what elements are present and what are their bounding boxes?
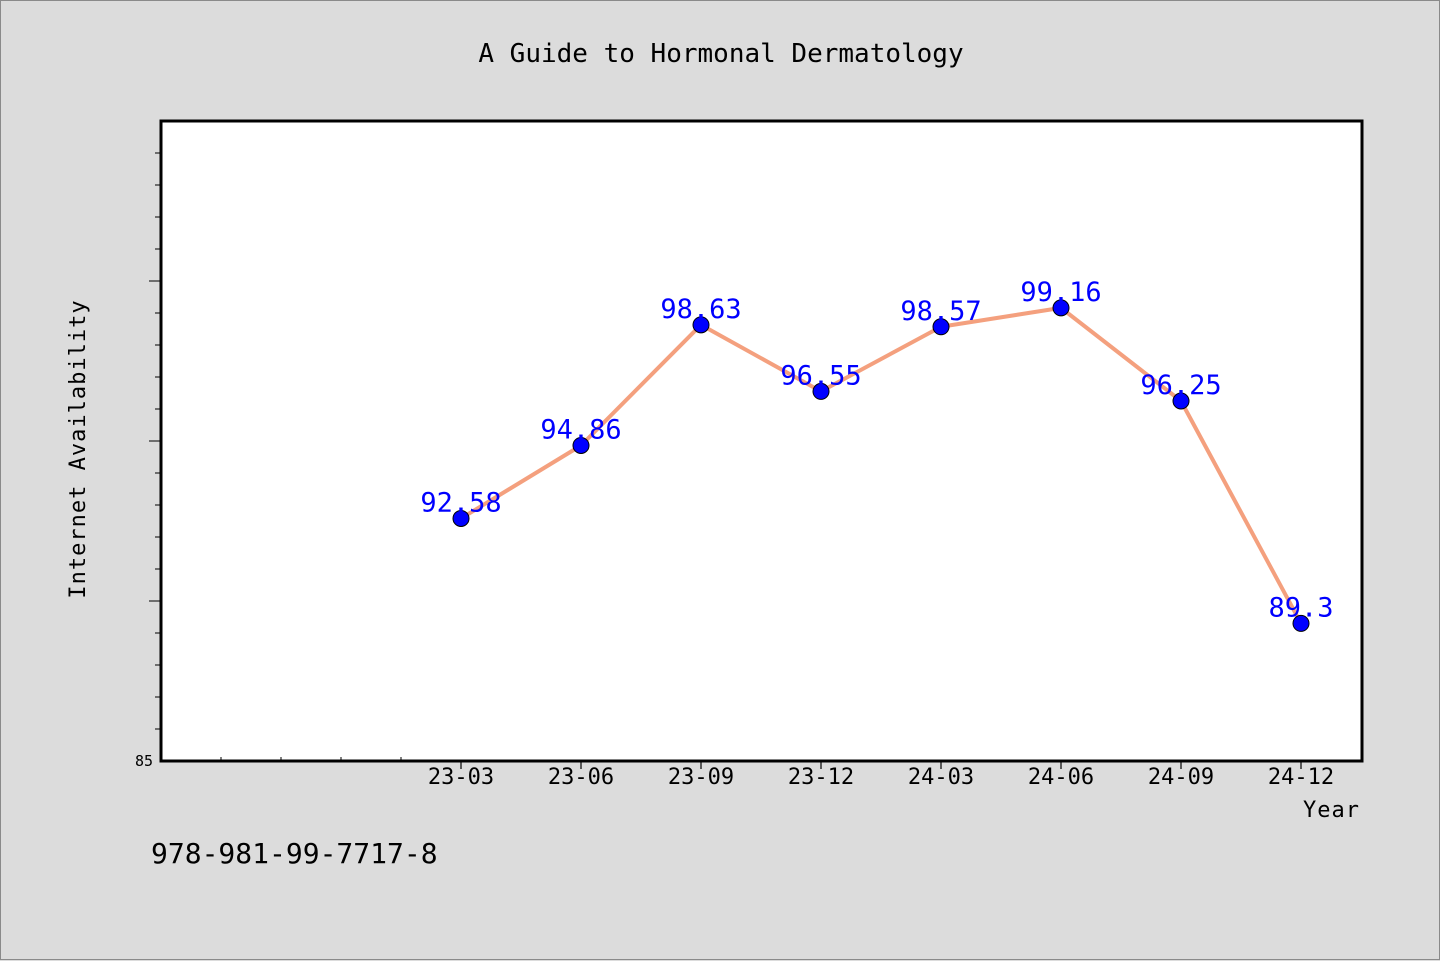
data-label: 96.55 [780, 360, 861, 391]
data-point [1052, 299, 1070, 317]
data-point [1292, 614, 1310, 632]
x-tick-label: 24-03 [908, 765, 974, 790]
x-axis-label: Year [1303, 798, 1360, 823]
data-point [1172, 392, 1190, 410]
chart-title: A Guide to Hormonal Dermatology [478, 39, 963, 69]
series-line [459, 305, 1303, 625]
data-label: 98.57 [900, 296, 981, 327]
plot-area [159, 119, 1364, 763]
y-tick-label: 85 [135, 752, 153, 770]
x-tick-label: 23-03 [428, 765, 494, 790]
data-label: 99.16 [1020, 277, 1101, 308]
y-axis: 85 [135, 152, 161, 770]
data-point [812, 382, 830, 400]
data-label: 98.63 [660, 294, 741, 325]
series-layer: 92.58 94.86 98.63 96.55 98.57 99.16 96.25 89.3 [420, 277, 1334, 632]
data-point [452, 509, 470, 527]
data-label: 94.86 [540, 414, 621, 445]
data-label: 96.25 [1140, 370, 1221, 401]
x-tick-label: 23-12 [788, 765, 854, 790]
x-tick-label: 23-06 [548, 765, 614, 790]
x-tick-label: 24-06 [1028, 765, 1094, 790]
x-axis: 23-03 23-06 23-09 23-12 24-03 24-06 24-09 24-12 [220, 757, 1334, 790]
data-point [932, 318, 950, 336]
x-tick-label: 23-09 [668, 765, 734, 790]
y-axis-label: Internet Availability [66, 299, 91, 598]
data-point [692, 316, 710, 334]
data-label: 89.3 [1268, 592, 1333, 623]
data-point [572, 436, 590, 454]
isbn-text: 978-981-99-7717-8 [151, 837, 438, 870]
data-label: 92.58 [420, 487, 501, 518]
x-tick-label: 24-12 [1268, 765, 1334, 790]
x-tick-label: 24-09 [1148, 765, 1214, 790]
